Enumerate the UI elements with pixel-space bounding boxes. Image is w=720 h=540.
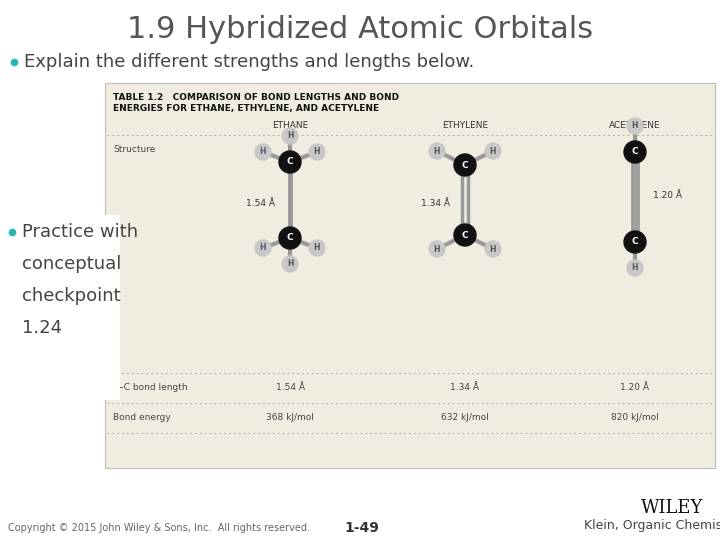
Text: checkpoint: checkpoint [22, 287, 121, 305]
Text: H: H [490, 245, 496, 253]
Text: 1.24: 1.24 [22, 319, 62, 337]
Circle shape [485, 241, 501, 257]
Text: H: H [433, 245, 440, 253]
Text: H: H [314, 244, 320, 253]
Text: Copyright © 2015 John Wiley & Sons, Inc.  All rights reserved.: Copyright © 2015 John Wiley & Sons, Inc.… [8, 523, 310, 533]
Text: ACETYLENE: ACETYLENE [609, 120, 661, 130]
Text: ENERGIES FOR ETHANE, ETHYLENE, AND ACETYLENE: ENERGIES FOR ETHANE, ETHYLENE, AND ACETY… [113, 104, 379, 113]
Circle shape [429, 143, 445, 159]
Text: Practice with: Practice with [22, 223, 138, 241]
Circle shape [454, 154, 476, 176]
Text: Explain the different strengths and lengths below.: Explain the different strengths and leng… [24, 53, 474, 71]
Text: WILEY: WILEY [641, 499, 703, 517]
Circle shape [624, 141, 646, 163]
Text: C: C [462, 160, 468, 170]
Text: ETHANE: ETHANE [272, 120, 308, 130]
Text: H: H [631, 122, 638, 131]
Circle shape [255, 144, 271, 160]
Text: 1.34 Å: 1.34 Å [421, 199, 450, 207]
Text: ETHYLENE: ETHYLENE [442, 120, 488, 130]
Text: Bond energy: Bond energy [113, 414, 171, 422]
Text: H: H [287, 132, 293, 140]
Text: 820 kJ/mol: 820 kJ/mol [611, 414, 659, 422]
Text: C: C [631, 147, 639, 157]
Circle shape [282, 128, 298, 144]
Text: C: C [287, 158, 293, 166]
FancyBboxPatch shape [105, 83, 715, 468]
Text: C: C [631, 238, 639, 246]
Text: 368 kJ/mol: 368 kJ/mol [266, 414, 314, 422]
Text: Structure: Structure [113, 145, 156, 154]
FancyBboxPatch shape [0, 215, 120, 400]
Text: 1-49: 1-49 [345, 521, 379, 535]
Circle shape [279, 227, 301, 249]
Text: H: H [260, 147, 266, 157]
Circle shape [255, 240, 271, 256]
Circle shape [627, 260, 643, 276]
Circle shape [282, 256, 298, 272]
Circle shape [309, 240, 325, 256]
Text: 1.54 Å: 1.54 Å [276, 383, 305, 393]
Circle shape [279, 151, 301, 173]
Text: H: H [287, 260, 293, 268]
Circle shape [309, 144, 325, 160]
Text: C: C [462, 231, 468, 240]
Circle shape [485, 143, 501, 159]
Text: 1.54 Å: 1.54 Å [246, 199, 275, 207]
Text: TABLE 1.2   COMPARISON OF BOND LENGTHS AND BOND: TABLE 1.2 COMPARISON OF BOND LENGTHS AND… [113, 93, 399, 102]
Text: H: H [490, 146, 496, 156]
Circle shape [454, 224, 476, 246]
Circle shape [624, 231, 646, 253]
Circle shape [429, 241, 445, 257]
Text: H: H [260, 244, 266, 253]
Text: H: H [631, 264, 638, 273]
Text: 1.20 Å: 1.20 Å [653, 191, 682, 199]
Text: H: H [433, 146, 440, 156]
Text: 1.9 Hybridized Atomic Orbitals: 1.9 Hybridized Atomic Orbitals [127, 16, 593, 44]
Text: 632 kJ/mol: 632 kJ/mol [441, 414, 489, 422]
Text: C: C [287, 233, 293, 242]
Text: 1.20 Å: 1.20 Å [621, 383, 649, 393]
Text: 1.34 Å: 1.34 Å [451, 383, 480, 393]
Text: C–C bond length: C–C bond length [113, 383, 188, 393]
Text: Klein, Organic Chemistry 2e: Klein, Organic Chemistry 2e [585, 518, 720, 531]
Text: H: H [314, 147, 320, 157]
Circle shape [627, 118, 643, 134]
Text: conceptual: conceptual [22, 255, 122, 273]
